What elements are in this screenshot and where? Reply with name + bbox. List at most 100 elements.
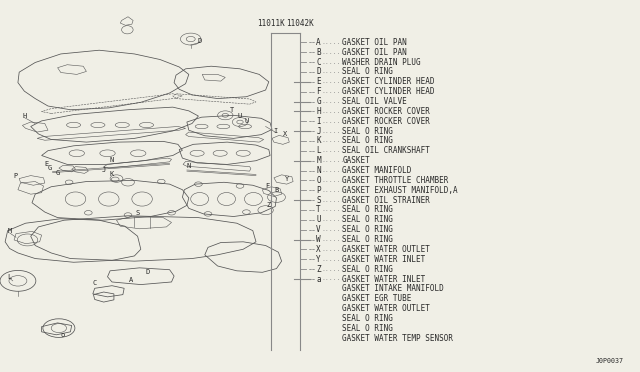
Text: N: N (187, 163, 191, 169)
Text: A: A (316, 38, 321, 47)
Text: T: T (316, 205, 321, 215)
Text: GASKET ROCKER COVER: GASKET ROCKER COVER (342, 107, 430, 116)
Text: G: G (316, 97, 321, 106)
Text: GASKET MANIFOLD: GASKET MANIFOLD (342, 166, 412, 175)
Text: W: W (316, 235, 321, 244)
Text: ......: ...... (321, 276, 344, 282)
Text: ......: ...... (321, 237, 344, 242)
Text: GASKET WATER INLET: GASKET WATER INLET (342, 275, 426, 283)
Text: ......: ...... (321, 247, 344, 252)
Text: GASKET WATER OUTLET: GASKET WATER OUTLET (342, 304, 430, 313)
Text: F: F (266, 183, 269, 189)
Text: a: a (316, 275, 321, 283)
Text: SEAL O RING: SEAL O RING (342, 324, 393, 333)
Text: GASKET OIL PAN: GASKET OIL PAN (342, 48, 407, 57)
Text: ......: ...... (321, 178, 344, 183)
Text: ......: ...... (321, 198, 344, 203)
Text: ......: ...... (321, 257, 344, 262)
Text: I: I (316, 117, 321, 126)
Text: 11011K: 11011K (257, 19, 285, 28)
Text: A: A (129, 277, 133, 283)
Text: X: X (316, 245, 321, 254)
Text: Z: Z (267, 202, 271, 208)
Text: U: U (244, 118, 248, 124)
Text: I: I (273, 128, 277, 134)
Text: SEAL O RING: SEAL O RING (342, 205, 393, 215)
Text: ......: ...... (321, 168, 344, 173)
Text: ......: ...... (321, 208, 344, 212)
Text: K: K (316, 137, 321, 145)
Text: C: C (316, 58, 321, 67)
Text: S: S (316, 196, 321, 205)
Text: GASKET OIL PAN: GASKET OIL PAN (342, 38, 407, 47)
Text: V: V (316, 225, 321, 234)
Text: U: U (316, 215, 321, 224)
Text: X: X (283, 131, 287, 137)
Text: GASKET EXHAUST MANIFOLD,A: GASKET EXHAUST MANIFOLD,A (342, 186, 458, 195)
Text: Y: Y (285, 176, 289, 182)
Text: G: G (48, 165, 52, 171)
Text: L: L (8, 274, 12, 280)
Text: GASKET EGR TUBE: GASKET EGR TUBE (342, 294, 412, 303)
Text: J: J (316, 126, 321, 136)
Text: J: J (102, 167, 106, 173)
Text: GASKET INTAKE MANIFOLD: GASKET INTAKE MANIFOLD (342, 284, 444, 294)
Text: GASKET WATER INLET: GASKET WATER INLET (342, 255, 426, 264)
Text: F: F (316, 87, 321, 96)
Text: N: N (316, 166, 321, 175)
Text: SEAL OIL VALVE: SEAL OIL VALVE (342, 97, 407, 106)
Text: J0P0037: J0P0037 (596, 358, 624, 364)
Text: SEAL O RING: SEAL O RING (342, 314, 393, 323)
Text: D: D (145, 269, 149, 275)
Text: ......: ...... (321, 70, 344, 74)
Text: GASKET CYLINDER HEAD: GASKET CYLINDER HEAD (342, 87, 435, 96)
Text: GASKET ROCKER COVER: GASKET ROCKER COVER (342, 117, 430, 126)
Text: ......: ...... (321, 129, 344, 134)
Text: ......: ...... (321, 50, 344, 55)
Text: O: O (316, 176, 321, 185)
Text: GASKET THROTTLE CHAMBER: GASKET THROTTLE CHAMBER (342, 176, 449, 185)
Text: Y: Y (316, 255, 321, 264)
Text: GASKET OIL STRAINER: GASKET OIL STRAINER (342, 196, 430, 205)
Text: ......: ...... (321, 267, 344, 272)
Text: H: H (316, 107, 321, 116)
Text: K: K (110, 171, 114, 177)
Text: o: o (61, 332, 65, 338)
Text: GASKET WATER TEMP SENSOR: GASKET WATER TEMP SENSOR (342, 334, 453, 343)
Text: ......: ...... (321, 148, 344, 153)
Text: ......: ...... (321, 158, 344, 163)
Text: GASKET CYLINDER HEAD: GASKET CYLINDER HEAD (342, 77, 435, 86)
Text: ......: ...... (321, 138, 344, 144)
Text: SEAL O RING: SEAL O RING (342, 126, 393, 136)
Text: SEAL O RING: SEAL O RING (342, 264, 393, 274)
Text: N: N (110, 157, 114, 163)
Text: B: B (316, 48, 321, 57)
Text: GASKET: GASKET (342, 156, 370, 165)
Text: ......: ...... (321, 99, 344, 104)
Text: Z: Z (316, 264, 321, 274)
Text: P: P (14, 173, 18, 179)
Text: ......: ...... (321, 89, 344, 94)
Text: SEAL O RING: SEAL O RING (342, 215, 393, 224)
Text: 11042K: 11042K (285, 19, 314, 28)
Text: SEAL O RING: SEAL O RING (342, 67, 393, 77)
Text: U: U (238, 113, 242, 119)
Text: ......: ...... (321, 188, 344, 193)
Text: WASHER DRAIN PLUG: WASHER DRAIN PLUG (342, 58, 421, 67)
Text: SEAL O RING: SEAL O RING (342, 225, 393, 234)
Text: M: M (8, 228, 12, 234)
Text: G: G (56, 170, 60, 176)
Text: ......: ...... (321, 109, 344, 114)
Text: P: P (316, 186, 321, 195)
Text: D: D (198, 38, 202, 44)
Text: M: M (316, 156, 321, 165)
Text: ......: ...... (321, 60, 344, 65)
Text: C: C (93, 280, 97, 286)
Text: B: B (275, 187, 278, 193)
Text: SEAL OIL CRANKSHAFT: SEAL OIL CRANKSHAFT (342, 146, 430, 155)
Text: T: T (230, 107, 234, 113)
Text: ......: ...... (321, 227, 344, 232)
Text: S: S (136, 210, 140, 216)
Text: GASKET WATER OUTLET: GASKET WATER OUTLET (342, 245, 430, 254)
Text: ......: ...... (321, 40, 344, 45)
